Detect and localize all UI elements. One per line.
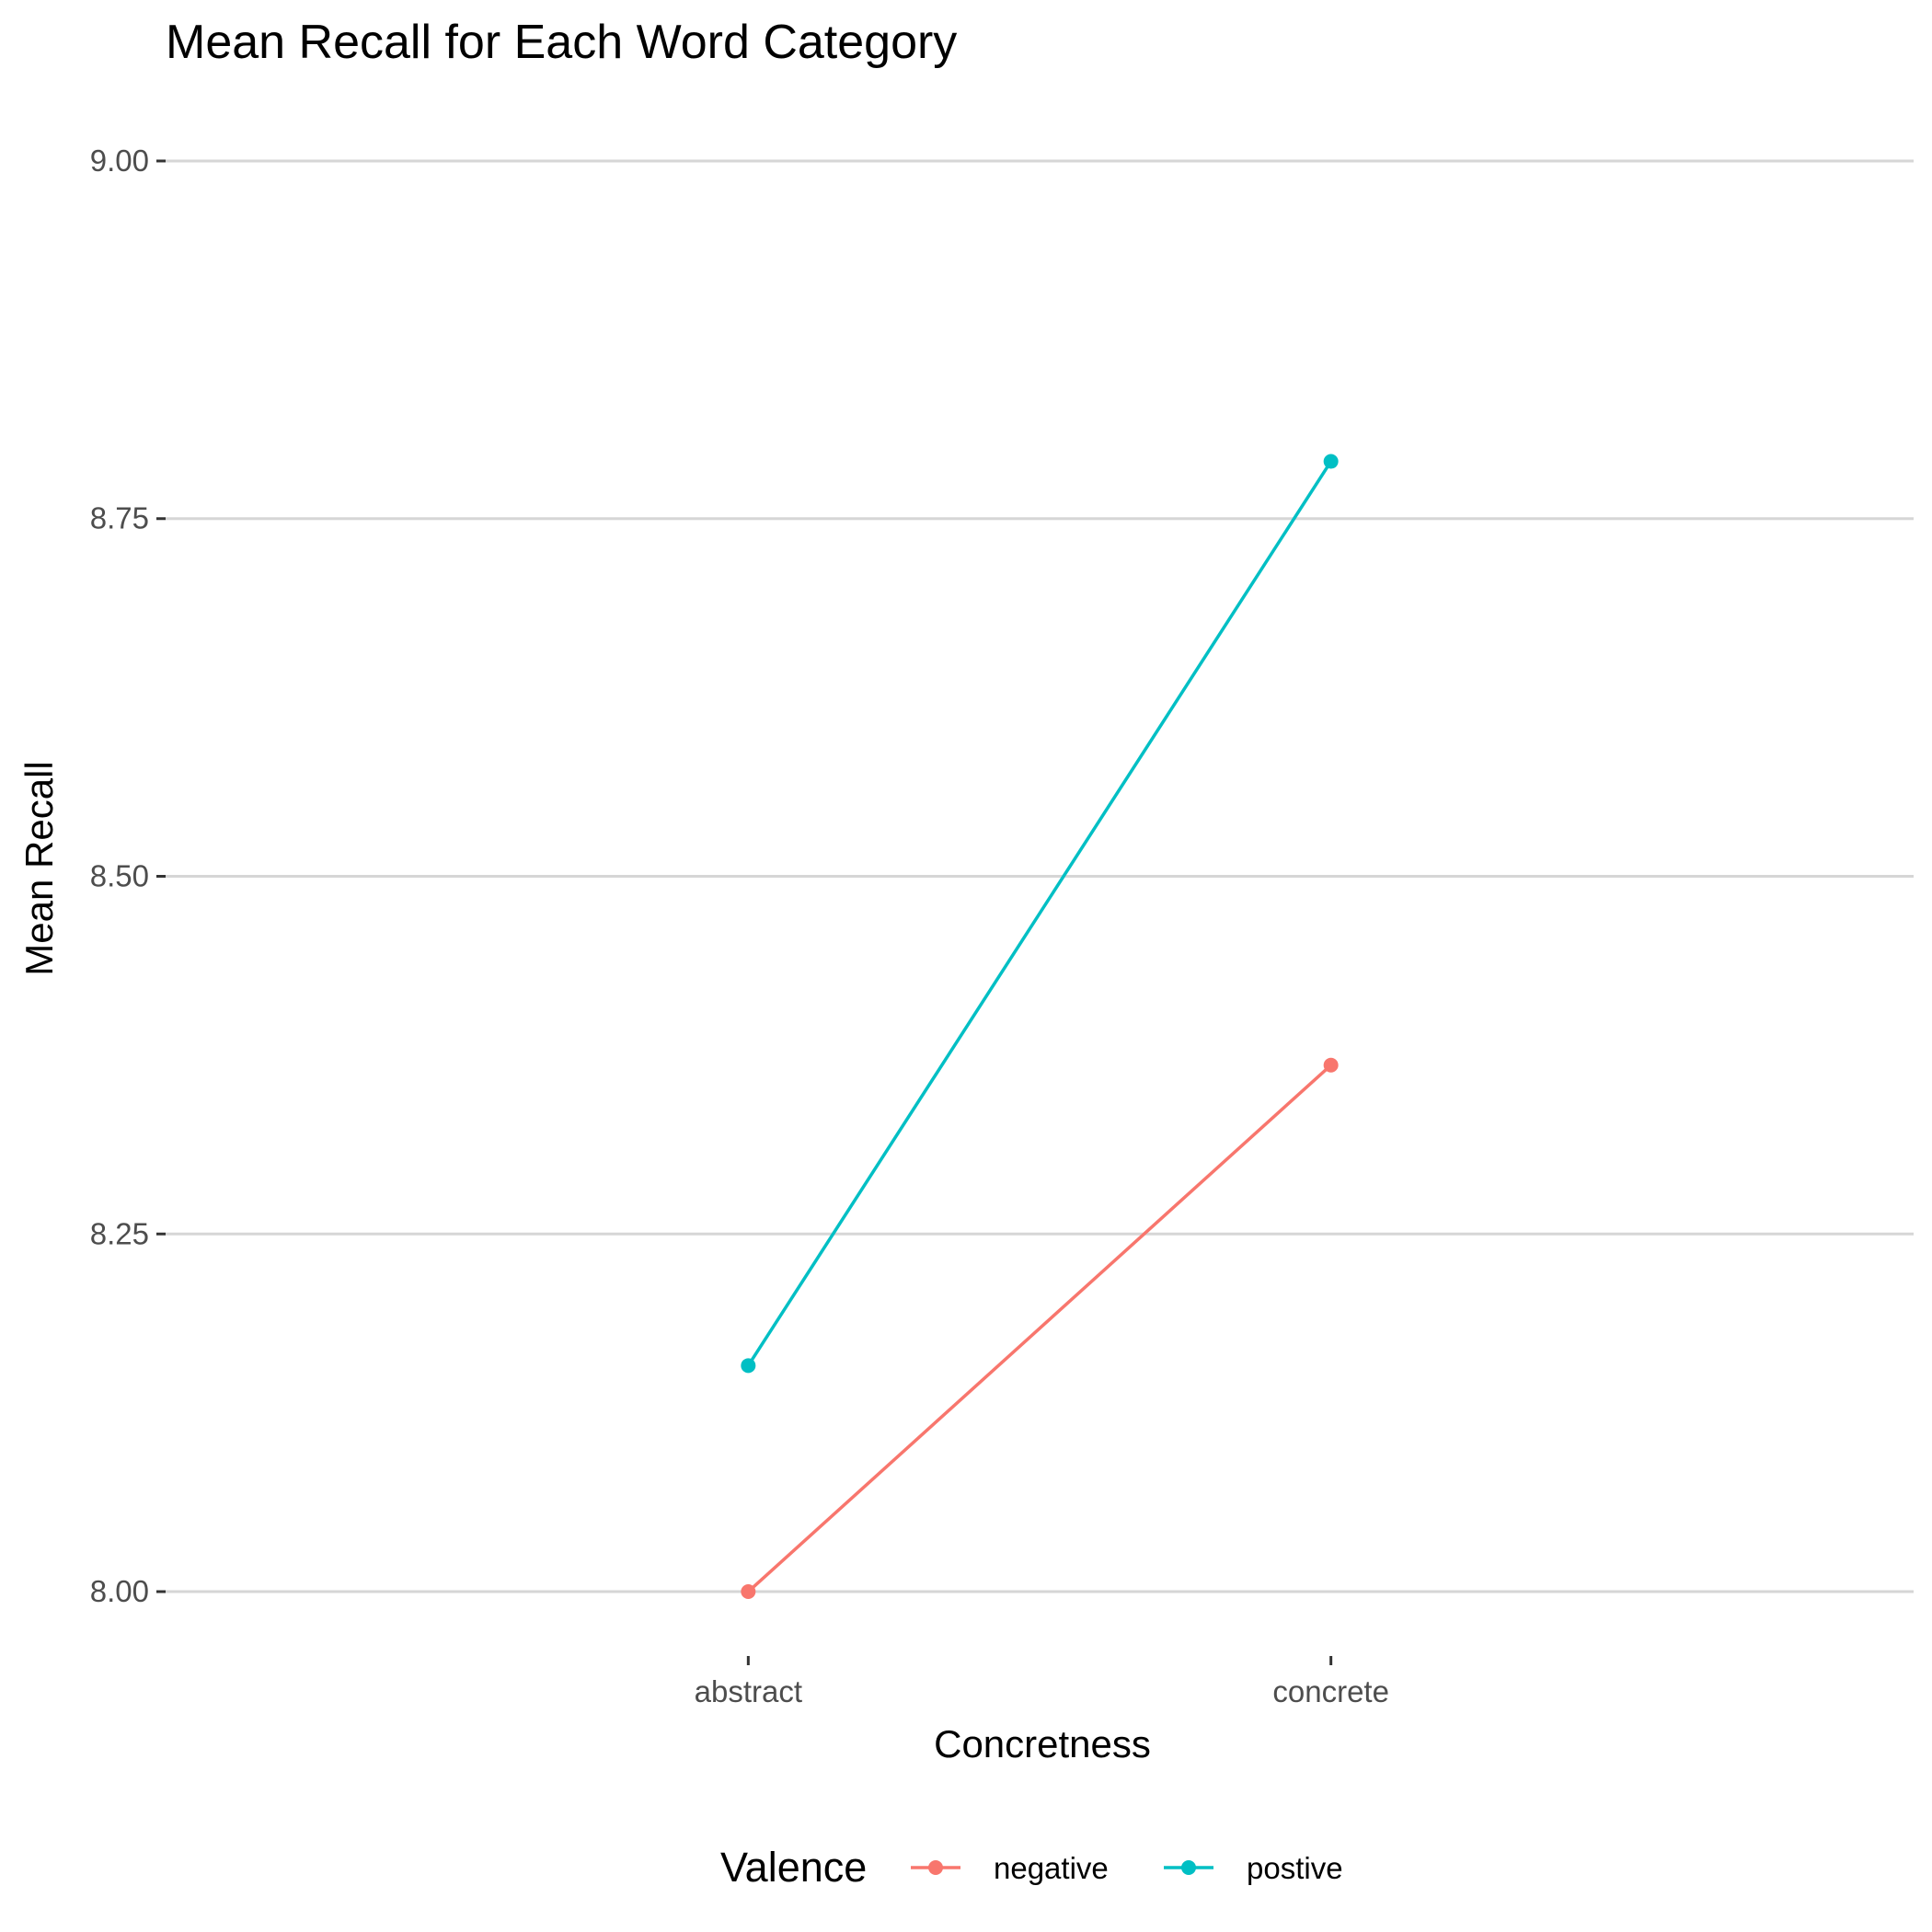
legend-label: negative [994,1851,1109,1885]
y-axis: 8.00 8.25 8.50 8.75 9.00 [90,144,166,1608]
series-line-postive [746,460,1333,1367]
plot-series [741,454,1339,1600]
gridlines [166,159,1914,1593]
legend-key-point [928,1860,943,1875]
legend-title: Valence [720,1844,867,1891]
data-point-postive [1323,454,1339,469]
legend-item-negative: negative [911,1851,1109,1885]
x-axis-title: Concretness [934,1722,1151,1765]
x-tick-label: abstract [695,1674,802,1708]
legend-item-postive: postive [1164,1851,1343,1885]
chart-title: Mean Recall for Each Word Category [166,16,957,69]
y-tick-label: 8.00 [90,1574,149,1608]
x-tick-label: concrete [1272,1674,1389,1708]
series-line-negative [747,1064,1332,1593]
data-point-negative [741,1584,756,1600]
y-tick-label: 8.25 [90,1216,149,1250]
y-tick-label: 9.00 [90,144,149,178]
legend: Valence negative postive [720,1844,1343,1891]
data-point-postive [741,1358,756,1374]
x-axis: abstract concrete [695,1656,1389,1708]
data-point-negative [1323,1057,1339,1073]
y-tick-label: 8.75 [90,501,149,535]
legend-key-point [1181,1860,1196,1875]
y-axis-title: Mean Recall [17,761,61,975]
y-tick-label: 8.50 [90,859,149,893]
legend-label: postive [1247,1851,1343,1885]
